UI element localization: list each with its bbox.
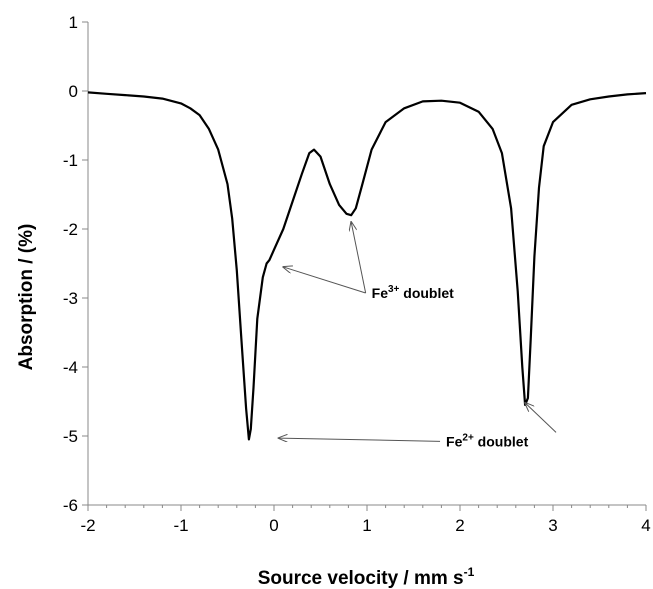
y-tick-label: -4 <box>63 358 78 377</box>
annotation-label: Fe3+ doublet <box>372 284 455 301</box>
x-axis-title: Source velocity / mm s-1 <box>258 565 475 589</box>
y-tick-label: 1 <box>69 13 78 32</box>
y-axis-title: Absorption / (%) <box>16 224 37 371</box>
y-tick-label: -6 <box>63 496 78 515</box>
y-tick-label: 0 <box>69 82 78 101</box>
y-tick-label: -5 <box>63 427 78 446</box>
annotation-arrow <box>283 267 366 294</box>
x-tick-label: 0 <box>269 516 278 535</box>
x-tick-label: -1 <box>173 516 188 535</box>
annotation-arrow <box>279 438 441 441</box>
y-tick-label: -2 <box>63 220 78 239</box>
y-tick-label: -1 <box>63 151 78 170</box>
x-tick-label: 2 <box>455 516 464 535</box>
x-tick-label: -2 <box>80 516 95 535</box>
annotation-label: Fe2+ doublet <box>446 432 529 449</box>
x-tick-label: 3 <box>548 516 557 535</box>
spectrum-series-line <box>87 91 647 441</box>
annotation-arrow <box>525 403 557 433</box>
y-tick-label: -3 <box>63 289 78 308</box>
x-tick-label: 4 <box>641 516 650 535</box>
annotation-arrow <box>351 222 367 294</box>
x-tick-label: 1 <box>362 516 371 535</box>
